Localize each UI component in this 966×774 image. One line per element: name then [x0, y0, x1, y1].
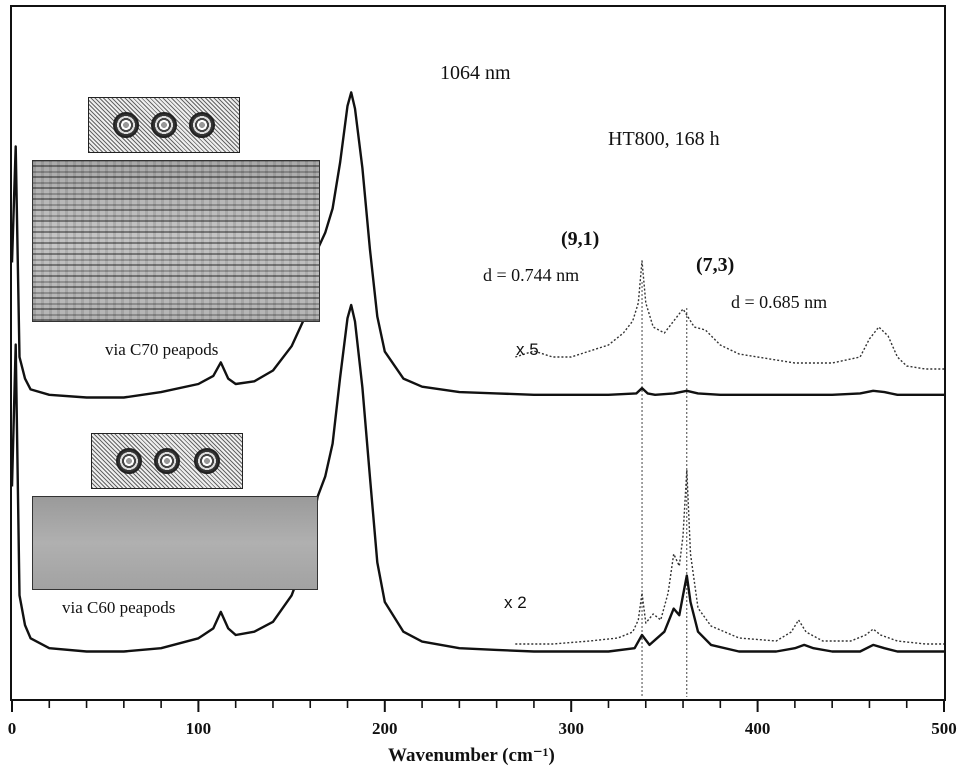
peak-b-diameter-label: d = 0.685 nm	[731, 292, 828, 312]
x-tick-label: 100	[185, 719, 212, 738]
x-tick-label: 0	[7, 719, 17, 738]
x-tick-label: 300	[558, 719, 584, 738]
peak-b-index-label: (7,3)	[696, 254, 735, 276]
x-tick-label: 200	[372, 719, 398, 738]
c60-inset-caption: via C60 peapods	[62, 598, 176, 617]
c60-peapod-model	[91, 433, 243, 489]
c60-tem-image	[32, 496, 318, 590]
scale-top-label: x 5	[516, 340, 539, 359]
c70-peapod-model	[88, 97, 240, 153]
x-tick-label: 400	[744, 719, 771, 738]
laser-wavelength-label: 1064 nm	[440, 62, 511, 84]
c70-tem-image	[32, 160, 320, 322]
series-line-1	[515, 260, 944, 370]
scale-bottom-label: x 2	[504, 593, 527, 612]
series-line-2	[10, 303, 944, 653]
plot-frame	[10, 5, 946, 701]
series-line-3	[515, 469, 944, 645]
x-axis-ticks	[11, 700, 945, 712]
x-tick-label: 500	[931, 719, 957, 738]
x-axis-label: Wavenumber (cm⁻¹)	[388, 745, 555, 766]
peak-a-index-label: (9,1)	[561, 228, 600, 250]
c70-inset-caption: via C70 peapods	[105, 340, 219, 359]
spectra	[10, 91, 944, 653]
condition-label: HT800, 168 h	[608, 128, 720, 150]
peak-marker-lines	[641, 282, 688, 697]
series-line-0	[10, 91, 944, 399]
peak-a-diameter-label: d = 0.744 nm	[483, 265, 580, 285]
